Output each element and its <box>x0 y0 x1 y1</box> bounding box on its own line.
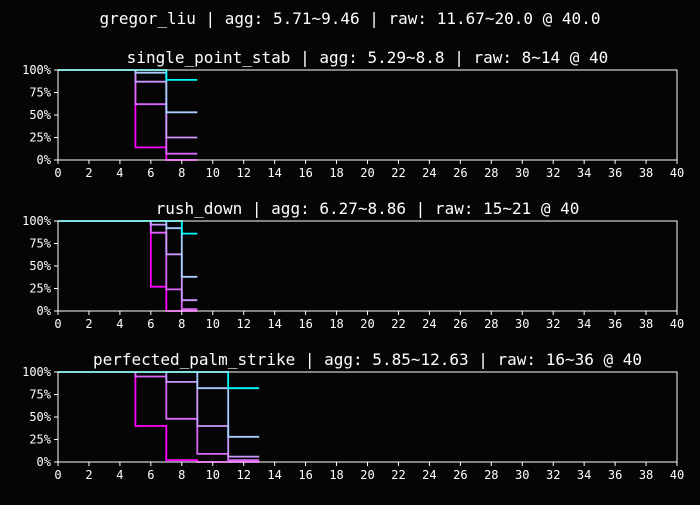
y-tick-label: 25% <box>29 131 51 145</box>
subplot-1: single_point_stab | agg: 5.29~8.8 | raw:… <box>22 48 684 180</box>
x-tick-label: 20 <box>360 166 374 180</box>
x-tick-label: 30 <box>515 468 529 482</box>
x-tick-label: 26 <box>453 317 467 331</box>
x-tick-label: 36 <box>608 317 622 331</box>
x-tick-label: 22 <box>391 468 405 482</box>
x-tick-label: 2 <box>85 468 92 482</box>
x-tick-label: 36 <box>608 468 622 482</box>
x-tick-label: 12 <box>236 317 250 331</box>
x-tick-label: 38 <box>639 468 653 482</box>
subplot-title: rush_down | agg: 6.27~8.86 | raw: 15~21 … <box>156 199 580 218</box>
x-tick-label: 38 <box>639 166 653 180</box>
y-tick-label: 25% <box>29 282 51 296</box>
x-tick-label: 18 <box>329 317 343 331</box>
x-tick-label: 30 <box>515 317 529 331</box>
y-tick-label: 0% <box>37 455 52 469</box>
x-tick-label: 20 <box>360 468 374 482</box>
x-tick-label: 24 <box>422 317 436 331</box>
x-tick-label: 2 <box>85 166 92 180</box>
x-tick-label: 34 <box>577 468 591 482</box>
axes-frame <box>57 371 678 463</box>
x-tick-label: 14 <box>267 166 281 180</box>
x-tick-label: 6 <box>147 317 154 331</box>
subplot-title: single_point_stab | agg: 5.29~8.8 | raw:… <box>127 48 609 67</box>
y-tick-label: 50% <box>29 259 51 273</box>
x-tick-label: 8 <box>178 166 185 180</box>
y-tick-label: 25% <box>29 433 51 447</box>
y-tick-label: 100% <box>22 214 52 228</box>
x-tick-label: 24 <box>422 166 436 180</box>
x-tick-label: 28 <box>484 468 498 482</box>
x-tick-label: 10 <box>206 166 220 180</box>
x-tick-label: 28 <box>484 166 498 180</box>
x-tick-label: 6 <box>147 166 154 180</box>
x-tick-label: 40 <box>670 166 684 180</box>
x-tick-label: 30 <box>515 166 529 180</box>
x-tick-label: 16 <box>298 166 312 180</box>
x-tick-label: 26 <box>453 166 467 180</box>
series-line-5 <box>58 69 198 81</box>
x-tick-label: 12 <box>236 166 250 180</box>
subplot-title: perfected_palm_strike | agg: 5.85~12.63 … <box>93 350 642 369</box>
x-tick-label: 40 <box>670 317 684 331</box>
x-tick-label: 38 <box>639 317 653 331</box>
x-tick-label: 0 <box>54 166 61 180</box>
y-tick-label: 100% <box>22 365 52 379</box>
x-tick-label: 22 <box>391 166 405 180</box>
x-tick-label: 14 <box>267 317 281 331</box>
x-tick-label: 4 <box>116 468 123 482</box>
series-line-3 <box>165 372 260 458</box>
x-tick-label: 34 <box>577 317 591 331</box>
x-tick-label: 16 <box>298 317 312 331</box>
x-tick-label: 4 <box>116 166 123 180</box>
x-tick-label: 26 <box>453 468 467 482</box>
x-tick-label: 2 <box>85 317 92 331</box>
x-tick-label: 40 <box>670 468 684 482</box>
x-tick-label: 20 <box>360 317 374 331</box>
x-tick-label: 6 <box>147 468 154 482</box>
x-tick-label: 10 <box>206 468 220 482</box>
x-tick-label: 18 <box>329 468 343 482</box>
x-tick-label: 22 <box>391 317 405 331</box>
x-tick-label: 36 <box>608 166 622 180</box>
x-tick-label: 32 <box>546 166 560 180</box>
y-tick-label: 50% <box>29 108 51 122</box>
y-tick-label: 100% <box>22 63 52 77</box>
x-tick-label: 0 <box>54 317 61 331</box>
subplot-3: perfected_palm_strike | agg: 5.85~12.63 … <box>22 350 684 482</box>
x-tick-label: 0 <box>54 468 61 482</box>
x-tick-label: 8 <box>178 317 185 331</box>
figure-suptitle: gregor_liu | agg: 5.71~9.46 | raw: 11.67… <box>100 9 601 28</box>
x-tick-label: 8 <box>178 468 185 482</box>
y-tick-label: 0% <box>37 304 52 318</box>
x-tick-label: 10 <box>206 317 220 331</box>
y-tick-label: 50% <box>29 410 51 424</box>
y-tick-label: 0% <box>37 153 52 167</box>
x-tick-label: 16 <box>298 468 312 482</box>
x-tick-label: 4 <box>116 317 123 331</box>
y-tick-label: 75% <box>29 86 51 100</box>
subplot-2: rush_down | agg: 6.27~8.86 | raw: 15~21 … <box>22 199 684 331</box>
series-line-5 <box>58 371 260 390</box>
x-tick-label: 24 <box>422 468 436 482</box>
x-tick-label: 32 <box>546 468 560 482</box>
x-tick-label: 18 <box>329 166 343 180</box>
x-tick-label: 28 <box>484 317 498 331</box>
x-tick-label: 14 <box>267 468 281 482</box>
x-tick-label: 32 <box>546 317 560 331</box>
x-tick-label: 34 <box>577 166 591 180</box>
y-tick-label: 75% <box>29 388 51 402</box>
x-tick-label: 12 <box>236 468 250 482</box>
series-line-3 <box>149 221 198 302</box>
series-line-2 <box>149 221 198 311</box>
y-tick-label: 75% <box>29 237 51 251</box>
